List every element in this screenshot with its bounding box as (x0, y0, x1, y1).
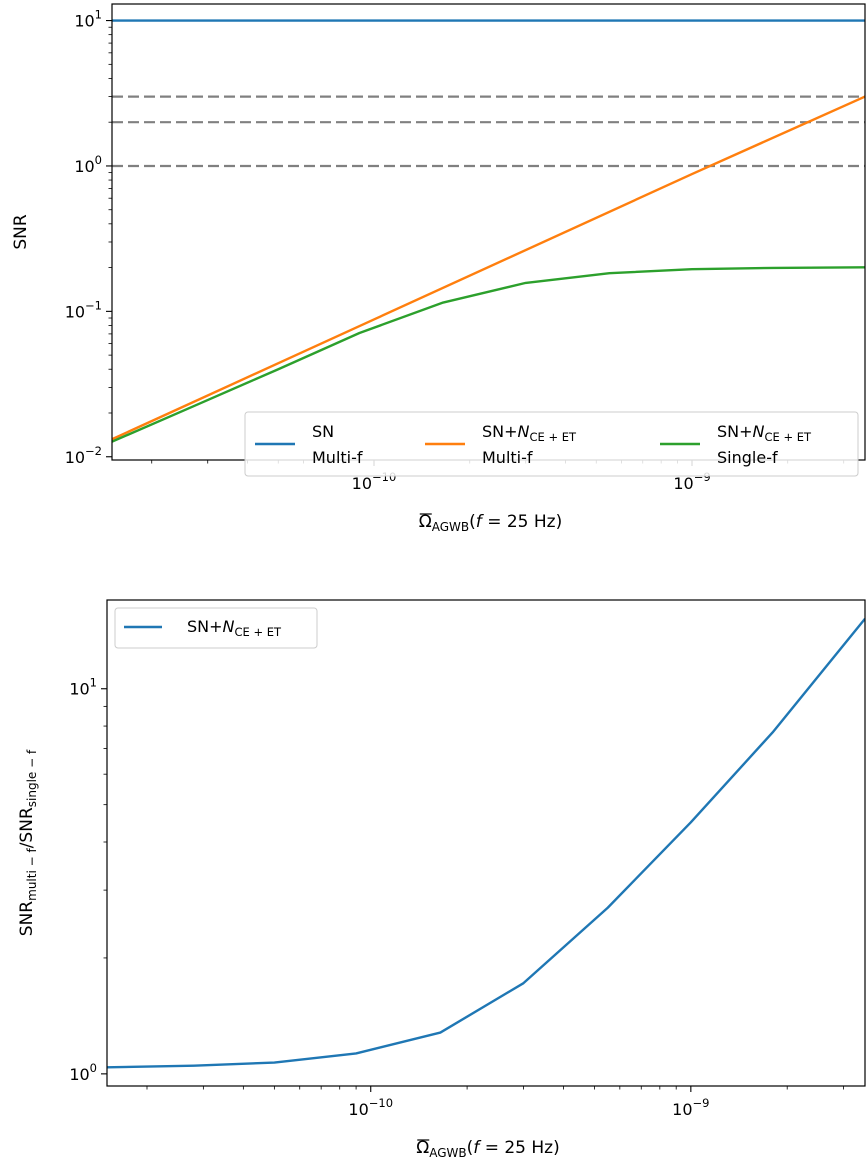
legend-label-2: SN+NCE + ET (482, 422, 577, 444)
bottom-y-axis-label: SNRmulti − f/SNRsingle − f (17, 749, 39, 936)
y-tick-label: 10−1 (65, 298, 102, 321)
y-tick-label: 101 (69, 676, 97, 699)
bottom-x-axis-label: ΩAGWB(f = 25 Hz) (416, 1138, 559, 1160)
top-plot-area (112, 19, 865, 443)
legend-label-1-line2: Multi-f (312, 448, 363, 467)
y-tick-label: 10−2 (65, 444, 102, 467)
y-tick-label: 100 (74, 153, 102, 176)
x-tick-label: 10−10 (348, 1096, 393, 1119)
bottom-legend: SN+NCE + ET (114, 607, 318, 649)
y-tick-label: 101 (74, 8, 102, 31)
top-legend: SN Multi-f SN+NCE + ET Multi-f SN+NCE + ET Si… (244, 411, 859, 477)
legend-box (114, 607, 318, 649)
x-tick-label: 10−9 (672, 1096, 709, 1119)
series-line-3 (112, 266, 865, 443)
bottom-axes-frame (106, 599, 866, 1087)
bottom-ticks: 10−10 10−9 100 101 (69, 676, 844, 1119)
legend-box (244, 411, 859, 477)
series-line-2 (112, 95, 865, 441)
legend-label-3-line2: Single-f (717, 448, 778, 467)
bottom-plot-area (107, 617, 865, 1069)
legend-label-1: SN+NCE + ET (187, 617, 282, 639)
top-x-axis-label: ΩAGWB(f = 25 Hz) (419, 512, 562, 534)
legend-label-2-line2: Multi-f (482, 448, 533, 467)
legend-label-1: SN (312, 422, 334, 441)
series-line-1 (107, 617, 865, 1069)
top-y-axis-label: SNR (11, 214, 31, 250)
y-tick-label: 100 (69, 1061, 97, 1084)
legend-label-3: SN+NCE + ET (717, 422, 812, 444)
bottom-panel: 10−10 10−9 100 101 SNRmulti − f/SNRsingle −… (17, 599, 866, 1160)
